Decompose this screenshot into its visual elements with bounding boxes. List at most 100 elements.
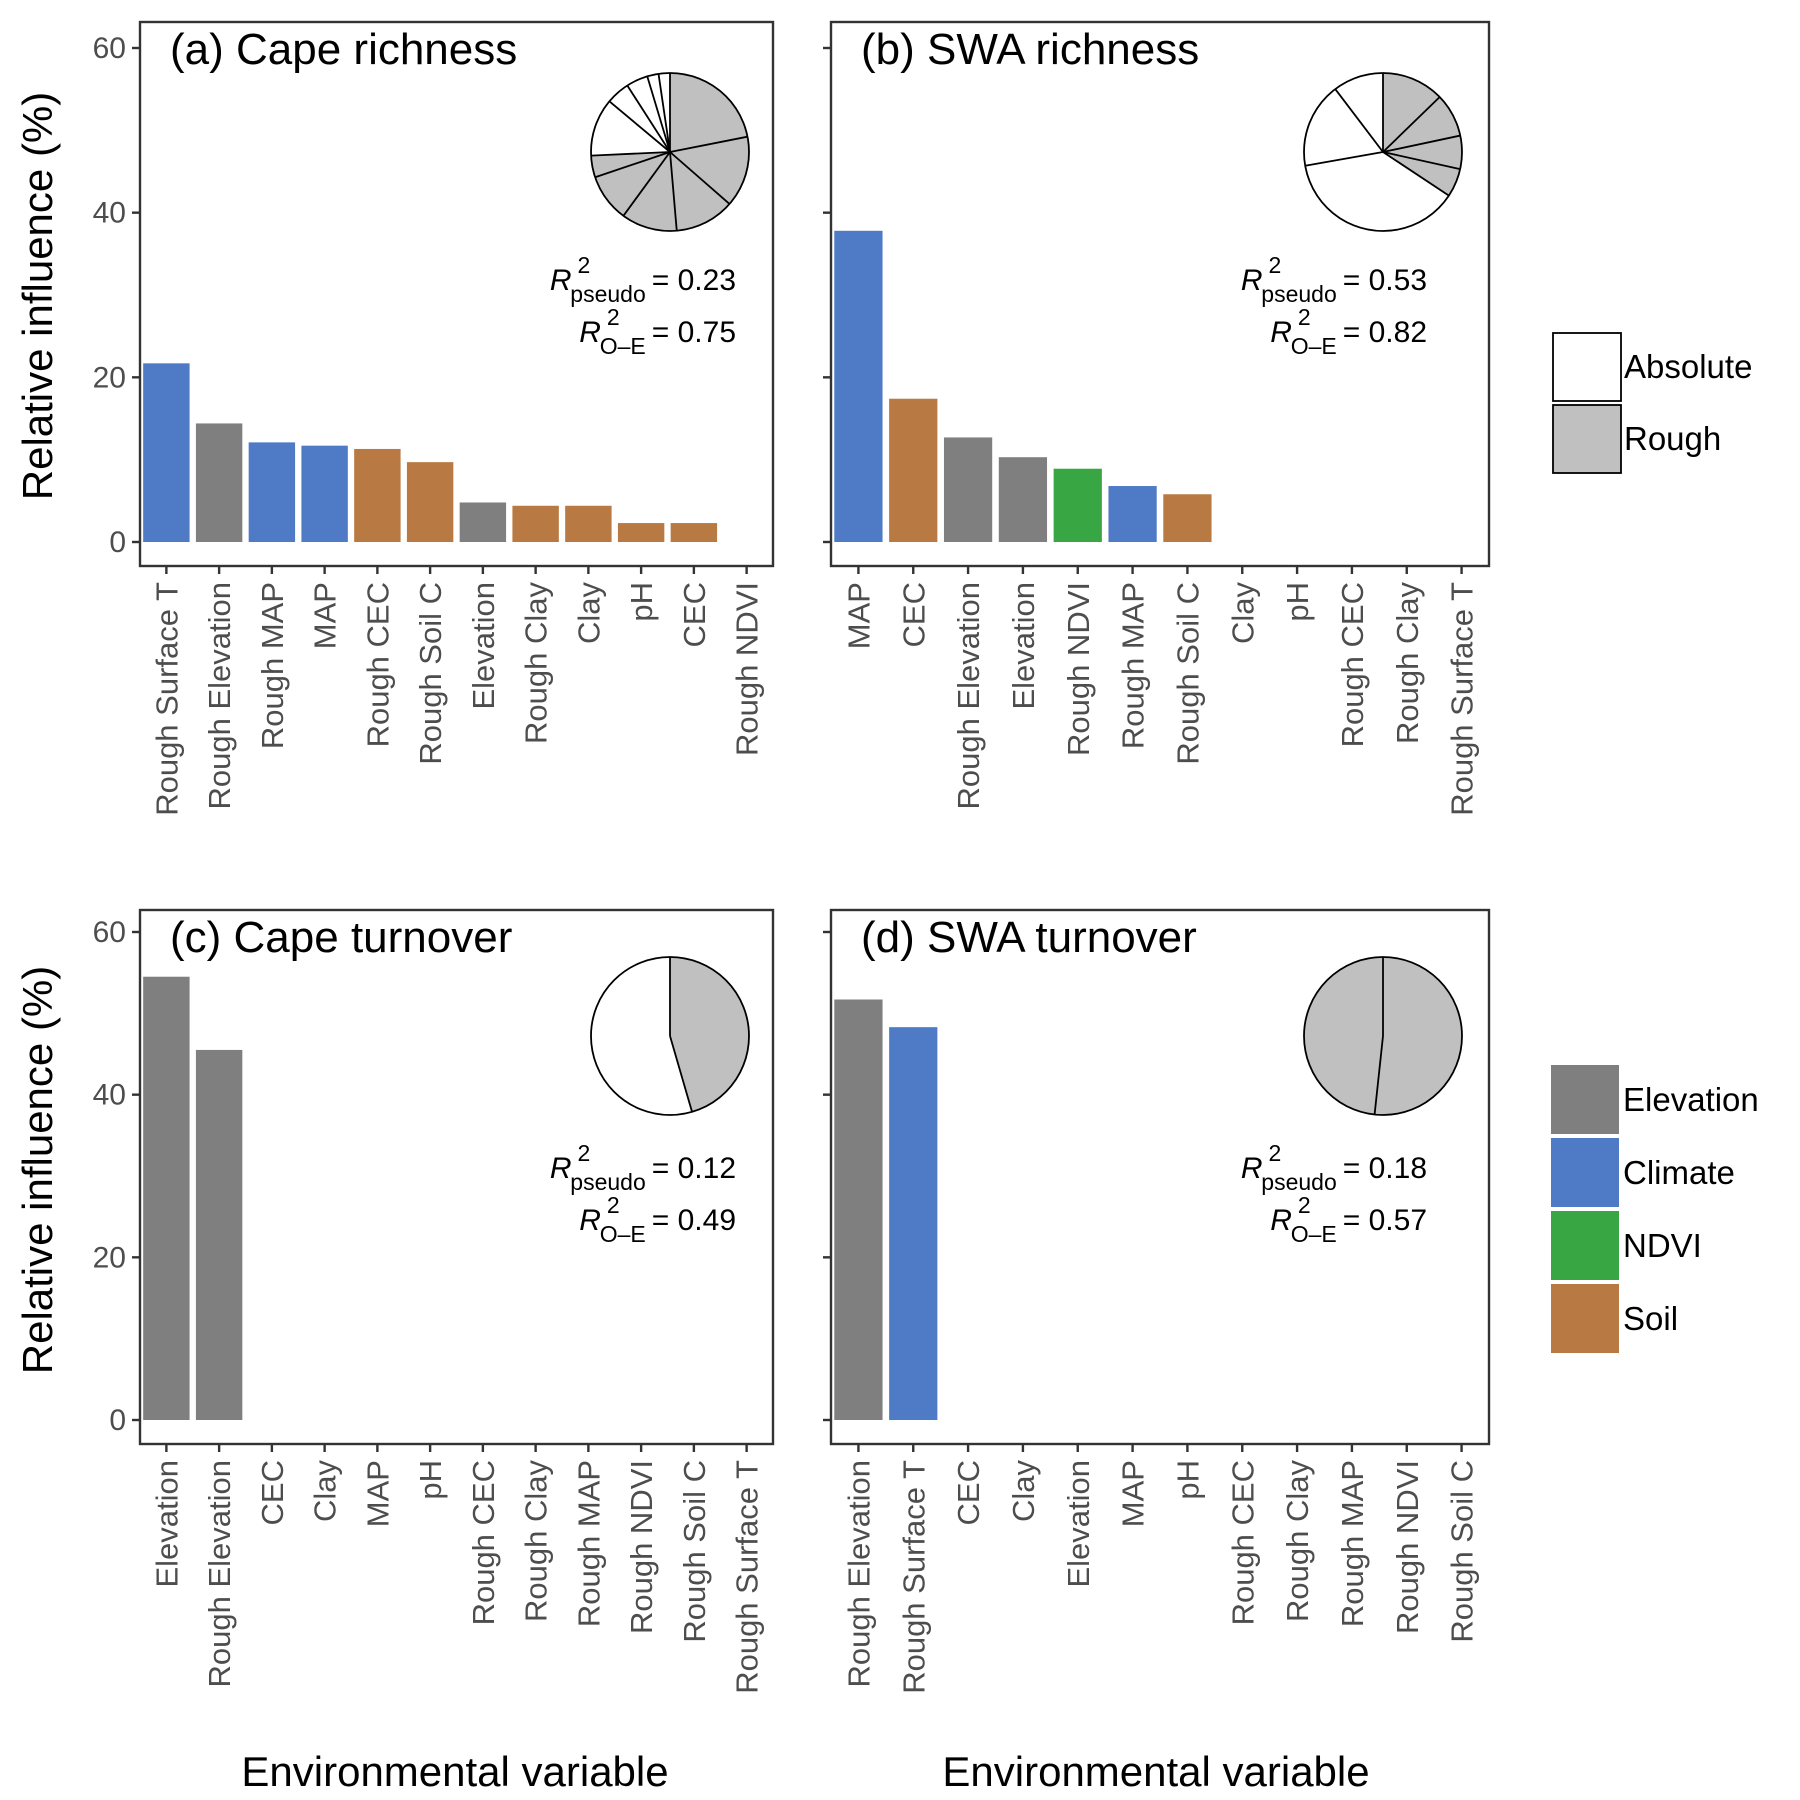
legend-label-elevation: Elevation (1623, 1081, 1759, 1118)
pie-slice-rough (595, 152, 670, 216)
pie-slice-border (669, 135, 748, 153)
x-tick-label: pH (1170, 1460, 1205, 1500)
pie-slice-rough (1383, 135, 1463, 170)
pie-slice-rough (1383, 152, 1461, 196)
bar-rough-elevation (943, 437, 993, 542)
bar-map (301, 445, 348, 542)
x-tick-label: Rough CEC (466, 1460, 501, 1625)
r2-pseudo-label: R 2 pseudo = 0.23 (550, 252, 736, 307)
pie-slice-border (1334, 88, 1384, 153)
pie-slice-rough (670, 957, 749, 1112)
legend-key-rough (1552, 404, 1622, 474)
x-tick-label: Rough Soil C (677, 1460, 712, 1643)
pie-slice-absolute (1304, 89, 1383, 166)
x-tick-label: Rough MAP (255, 582, 290, 749)
bar-rough-soil-c (1163, 494, 1212, 542)
x-tick-label: Rough Clay (519, 1460, 554, 1622)
legend-label-ndvi: NDVI (1623, 1227, 1702, 1264)
panel-cape-turnover: 0 20 40 60 Elevation Rough Elevation CEC Clay MA… (93, 908, 775, 1694)
x-axis-title-left: Environmental variable (241, 1748, 668, 1795)
x-tick-label: Rough Clay (1390, 582, 1425, 744)
x-axis-title-right: Environmental variable (942, 1748, 1369, 1795)
x-tick-label: Rough CEC (1225, 1460, 1260, 1625)
r2-oe-label: R 2 O–E = 0.49 (579, 1192, 736, 1247)
x-tick-label: MAP (308, 582, 343, 649)
panel-swa-richness: MAP CEC Rough Elevation Elevation Rough NDVI… (823, 20, 1491, 816)
legend-label-absolute: Absolute (1624, 348, 1752, 385)
panel-title: (c) Cape turnover (170, 913, 512, 962)
pie-slice-border (657, 73, 671, 153)
y-axis-title-bottom: Relative influence (%) (14, 966, 61, 1375)
pie-slice-absolute (1335, 73, 1383, 152)
bar-ph (617, 523, 665, 542)
panel-title: (a) Cape richness (170, 25, 517, 74)
x-tick-label: Rough Surface T (149, 582, 184, 816)
x-tick-label: CEC (677, 582, 712, 647)
bar-cec (670, 523, 718, 542)
bar-rough-clay (512, 505, 559, 542)
x-tick-label: Clay (1225, 582, 1260, 645)
x-tick-label: Rough NDVI (1061, 582, 1096, 756)
x-tick-label: pH (624, 582, 659, 622)
x-tick-label: Rough NDVI (1390, 1460, 1425, 1634)
r2-pseudo-label: R 2 pseudo = 0.53 (1241, 252, 1427, 307)
x-tick-label: Rough Surface T (730, 1460, 765, 1694)
pie-slice-absolute (591, 957, 693, 1115)
y-tick-label: 20 (93, 1241, 126, 1274)
x-tick-label: CEC (896, 582, 931, 647)
legend-label-rough: Rough (1624, 420, 1721, 457)
bar-rough-map (248, 442, 296, 542)
bar-elevation (998, 457, 1048, 542)
y-tick-label: 60 (93, 32, 126, 65)
panel-frame (138, 20, 775, 568)
legend-variable-group: Elevation Climate NDVI Soil (1551, 1065, 1759, 1353)
pie-slice-rough (1383, 73, 1440, 152)
bar-rough-elevation (195, 423, 243, 542)
x-tick-label: pH (1280, 582, 1315, 622)
pie-inset (590, 72, 750, 232)
pie-slice-absolute (609, 85, 670, 152)
legend-key-soil (1551, 1284, 1619, 1353)
x-tick-label: Rough Clay (1280, 1460, 1315, 1622)
bar-cec (889, 398, 938, 542)
pie-slice-border (1305, 151, 1384, 167)
panel-title: (b) SWA richness (861, 25, 1199, 74)
pie-slice-border (591, 151, 671, 157)
y-tick-label: 0 (109, 1404, 126, 1437)
pie-slice-rough (1303, 957, 1383, 1115)
pie-slice-border (1373, 1035, 1384, 1115)
panel-swa-turnover: Rough Elevation Rough Surface T CEC Clay Ele… (823, 908, 1491, 1694)
x-tick-label: Clay (308, 1460, 343, 1523)
legend-key-elevation (1551, 1065, 1619, 1134)
x-tick-label: Rough Clay (519, 582, 554, 744)
y-axis-title-top: Relative influence (%) (14, 92, 61, 501)
x-tick-label: Rough MAP (571, 1460, 606, 1627)
bar-rough-map (1108, 486, 1157, 542)
panel-cape-richness: 0 20 40 60 Rough Surface T Rough Elevation Rou… (93, 20, 775, 816)
x-tick-label: CEC (255, 1460, 290, 1525)
pie-slice-rough (1383, 96, 1461, 152)
x-tick-label: Rough CEC (360, 582, 395, 747)
pie-outline (1303, 72, 1463, 232)
bar-elevation (143, 976, 190, 1420)
bar-elevation (459, 502, 507, 542)
bar-rough-surface-t (143, 363, 190, 542)
pie-slice-border (594, 151, 671, 179)
x-tick-label: pH (413, 1460, 448, 1500)
x-tick-label: Rough MAP (1116, 582, 1151, 749)
y-tick-label: 40 (93, 1079, 126, 1112)
r2-oe-label: R 2 O–E = 0.82 (1270, 304, 1427, 359)
pie-slice-rough (670, 136, 749, 204)
bar-clay (565, 505, 612, 542)
pie-slice-rough (1374, 957, 1462, 1115)
x-tick-label: Elevation (149, 1460, 184, 1588)
x-tick-label: Clay (1006, 1460, 1041, 1523)
x-tick-label: Rough Soil C (1170, 582, 1205, 765)
bar-rough-ndvi (1053, 468, 1102, 542)
bar-rough-elevation (195, 1049, 243, 1420)
y-tick-label: 20 (93, 361, 126, 394)
bar-rough-surface-t (889, 1027, 938, 1420)
pie-inset (1303, 956, 1463, 1116)
